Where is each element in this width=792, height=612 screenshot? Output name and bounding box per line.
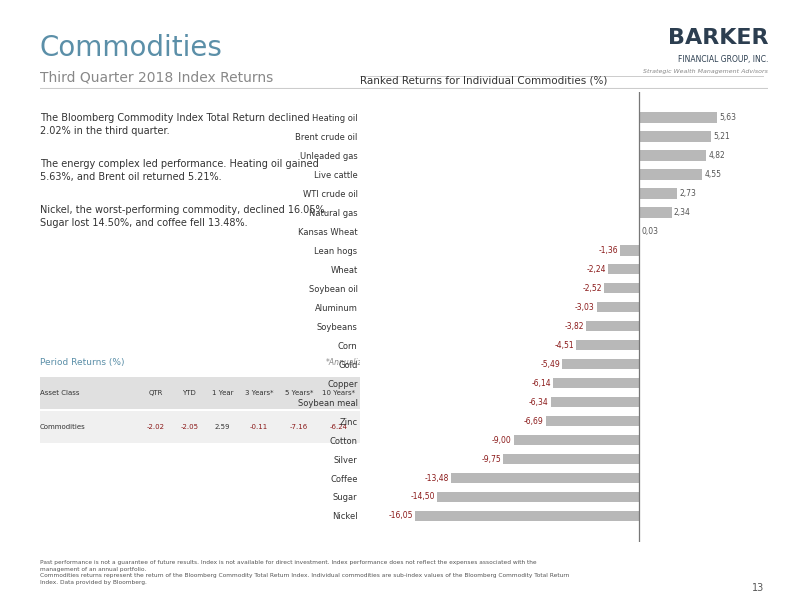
Bar: [437, 492, 639, 502]
Bar: [576, 340, 639, 351]
Bar: [639, 169, 703, 179]
Text: 2,34: 2,34: [674, 208, 691, 217]
Bar: [639, 150, 706, 160]
Text: FINANCIAL GROUP, INC.: FINANCIAL GROUP, INC.: [678, 55, 768, 64]
Bar: [550, 397, 639, 408]
Text: 5,63: 5,63: [719, 113, 737, 122]
Bar: [503, 454, 639, 465]
Text: -7.16: -7.16: [290, 424, 308, 430]
Text: -16,05: -16,05: [389, 512, 413, 520]
Text: The energy complex led performance. Heating oil gained
5.63%, and Brent oil retu: The energy complex led performance. Heat…: [40, 159, 318, 182]
Text: -4,51: -4,51: [554, 341, 574, 349]
Text: -2,24: -2,24: [586, 265, 606, 274]
Text: -6,14: -6,14: [531, 379, 551, 387]
Bar: [596, 302, 639, 313]
Bar: [415, 511, 639, 521]
Text: -6.24: -6.24: [330, 424, 348, 430]
Text: 2,73: 2,73: [679, 189, 696, 198]
Text: 10 Years*: 10 Years*: [322, 390, 356, 396]
Text: 2.59: 2.59: [215, 424, 230, 430]
Text: -5,49: -5,49: [541, 360, 561, 368]
Text: -3,82: -3,82: [564, 322, 584, 330]
Text: -6,34: -6,34: [529, 398, 549, 406]
Text: -0.11: -0.11: [250, 424, 268, 430]
Text: 4,55: 4,55: [704, 170, 722, 179]
Text: -3,03: -3,03: [575, 303, 595, 312]
Bar: [451, 473, 639, 483]
Bar: [639, 112, 718, 122]
Text: Nickel, the worst-performing commodity, declined 16.05%.
Sugar lost 14.50%, and : Nickel, the worst-performing commodity, …: [40, 205, 327, 228]
Text: Past performance is not a guarantee of future results. Index is not available fo: Past performance is not a guarantee of f…: [40, 560, 569, 585]
Text: -2.05: -2.05: [181, 424, 198, 430]
Text: Ranked Returns for Individual Commodities (%): Ranked Returns for Individual Commoditie…: [360, 76, 607, 86]
Bar: [639, 207, 672, 217]
Text: Commodities: Commodities: [40, 424, 86, 430]
Text: -2.02: -2.02: [147, 424, 165, 430]
Text: 5,21: 5,21: [714, 132, 730, 141]
Text: -14,50: -14,50: [410, 493, 435, 501]
Text: BARKER: BARKER: [668, 28, 768, 48]
Bar: [639, 131, 711, 141]
Bar: [554, 378, 639, 389]
Text: Asset Class: Asset Class: [40, 390, 79, 396]
Text: -9,00: -9,00: [492, 436, 512, 444]
FancyBboxPatch shape: [40, 376, 372, 409]
Text: *Annualized: *Annualized: [326, 358, 372, 367]
Text: -13,48: -13,48: [425, 474, 449, 482]
Text: QTR: QTR: [149, 390, 163, 396]
Text: 1 Year: 1 Year: [211, 390, 234, 396]
Text: Strategic Wealth Management Advisors: Strategic Wealth Management Advisors: [643, 69, 768, 73]
Text: 4,82: 4,82: [708, 151, 725, 160]
Text: Commodities: Commodities: [40, 34, 223, 62]
Text: YTD: YTD: [182, 390, 196, 396]
FancyBboxPatch shape: [40, 411, 372, 443]
Text: Third Quarter 2018 Index Returns: Third Quarter 2018 Index Returns: [40, 70, 273, 84]
Bar: [513, 435, 639, 446]
Text: -1,36: -1,36: [598, 246, 618, 255]
Text: 5 Years*: 5 Years*: [285, 390, 314, 396]
Bar: [607, 264, 639, 275]
Text: -2,52: -2,52: [582, 284, 602, 293]
Bar: [546, 416, 639, 427]
Bar: [620, 245, 639, 256]
Text: Period Returns (%): Period Returns (%): [40, 358, 124, 367]
Bar: [604, 283, 639, 294]
Bar: [586, 321, 639, 332]
Text: -9,75: -9,75: [482, 455, 501, 463]
Text: -6,69: -6,69: [524, 417, 543, 425]
Text: 13: 13: [752, 583, 764, 592]
Text: 0,03: 0,03: [642, 227, 658, 236]
Text: The Bloomberg Commodity Index Total Return declined
2.02% in the third quarter.: The Bloomberg Commodity Index Total Retu…: [40, 113, 309, 136]
Bar: [562, 359, 639, 370]
Bar: [639, 188, 677, 198]
Text: 3 Years*: 3 Years*: [245, 390, 273, 396]
